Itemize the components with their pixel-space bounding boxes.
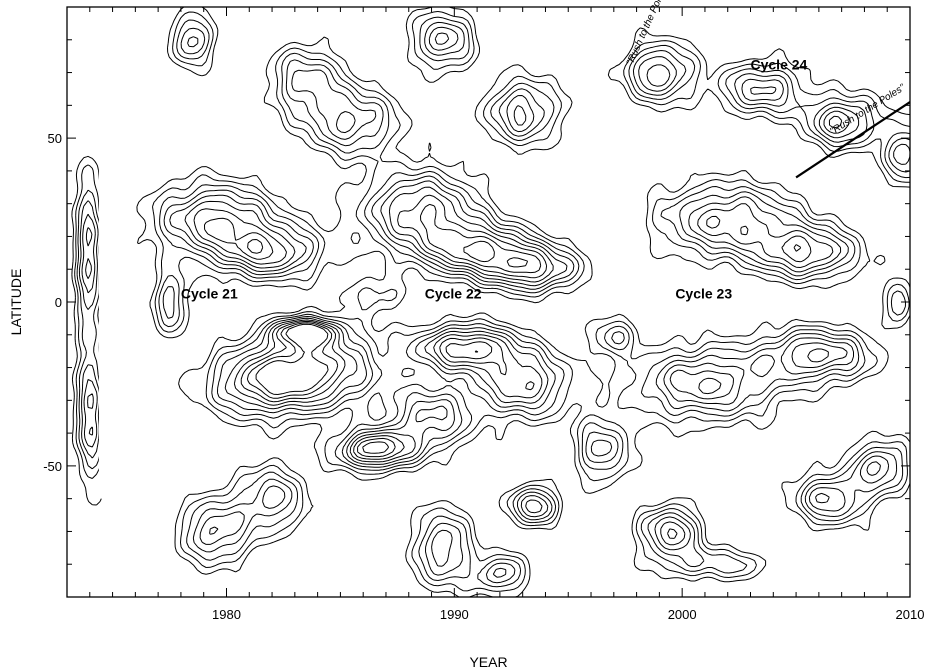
contour-level-2 xyxy=(74,11,911,592)
cycle-label: Cycle 23 xyxy=(675,286,732,302)
y-tick-label: -50 xyxy=(43,459,62,474)
y-tick-label: 50 xyxy=(48,131,62,146)
cycle-label: Cycle 22 xyxy=(425,286,482,302)
trend-lines xyxy=(795,101,911,179)
contour-level-1 xyxy=(71,6,911,598)
y-axis-ticks: 50 0 -50 xyxy=(43,39,910,565)
contour-level-8 xyxy=(204,203,802,458)
x-tick-label: 1980 xyxy=(212,607,241,622)
contour-level-6 xyxy=(85,32,881,546)
x-axis-label: YEAR xyxy=(469,654,507,670)
x-tick-label: 2000 xyxy=(668,607,697,622)
cycle-label: Cycle 24 xyxy=(751,56,808,72)
x-axis-ticks: 1980 1990 2000 2010 xyxy=(66,7,925,622)
x-tick-label: 1990 xyxy=(440,607,469,622)
cycle-label: Cycle 21 xyxy=(181,286,238,302)
contour-level-9 xyxy=(247,239,529,454)
contour-level-4 xyxy=(78,21,911,584)
x-tick-label: 2010 xyxy=(896,607,925,622)
y-axis-label: LATITUDE xyxy=(8,269,24,336)
plot-frame xyxy=(66,6,911,598)
data-gap-strip xyxy=(98,121,136,499)
rush-trend-line-1 xyxy=(795,101,911,179)
contour-level-5 xyxy=(81,26,911,578)
contour-lines xyxy=(71,6,911,598)
y-tick-label: 0 xyxy=(55,295,62,310)
contour-level-7 xyxy=(193,115,843,539)
contour-level-3 xyxy=(76,16,911,588)
